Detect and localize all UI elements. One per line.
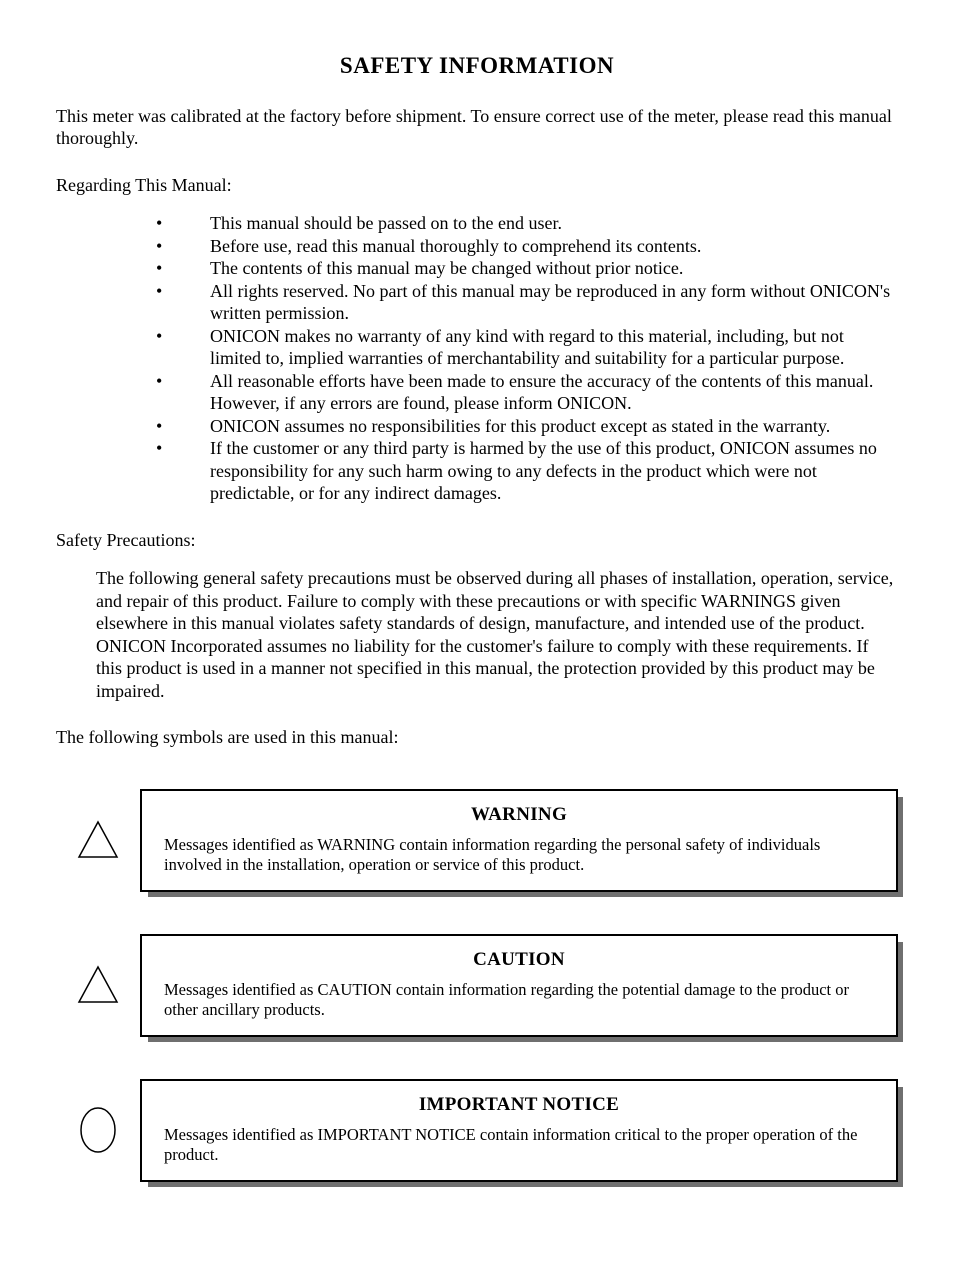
triangle-icon [56,819,140,861]
list-item: All rights reserved. No part of this man… [156,280,898,325]
alert-box: WARNING Messages identified as WARNING c… [140,789,898,892]
page-title: SAFETY INFORMATION [56,52,898,81]
alert-body: Messages identified as IMPORTANT NOTICE … [164,1125,874,1166]
triangle-icon [56,964,140,1006]
alert-box: CAUTION Messages identified as CAUTION c… [140,934,898,1037]
list-item: Before use, read this manual thoroughly … [156,235,898,258]
list-item: This manual should be passed on to the e… [156,212,898,235]
safety-label: Safety Precautions: [56,529,898,552]
bullet-list: This manual should be passed on to the e… [56,212,898,505]
alert-title: CAUTION [164,948,874,972]
intro-paragraph: This meter was calibrated at the factory… [56,105,898,150]
alert-important-notice: IMPORTANT NOTICE Messages identified as … [56,1079,898,1182]
list-item: All reasonable efforts have been made to… [156,370,898,415]
safety-body: The following general safety precautions… [56,567,898,702]
symbols-intro: The following symbols are used in this m… [56,726,898,749]
circle-icon [56,1105,140,1155]
alert-title: WARNING [164,803,874,827]
document-page: SAFETY INFORMATION This meter was calibr… [0,0,954,1284]
alert-body: Messages identified as CAUTION contain i… [164,980,874,1021]
regarding-label: Regarding This Manual: [56,174,898,197]
list-item: ONICON assumes no responsibilities for t… [156,415,898,438]
list-item: If the customer or any third party is ha… [156,437,898,505]
alert-box: IMPORTANT NOTICE Messages identified as … [140,1079,898,1182]
alert-warning: WARNING Messages identified as WARNING c… [56,789,898,892]
list-item: ONICON makes no warranty of any kind wit… [156,325,898,370]
alert-body: Messages identified as WARNING contain i… [164,835,874,876]
list-item: The contents of this manual may be chang… [156,257,898,280]
alert-title: IMPORTANT NOTICE [164,1093,874,1117]
alert-caution: CAUTION Messages identified as CAUTION c… [56,934,898,1037]
